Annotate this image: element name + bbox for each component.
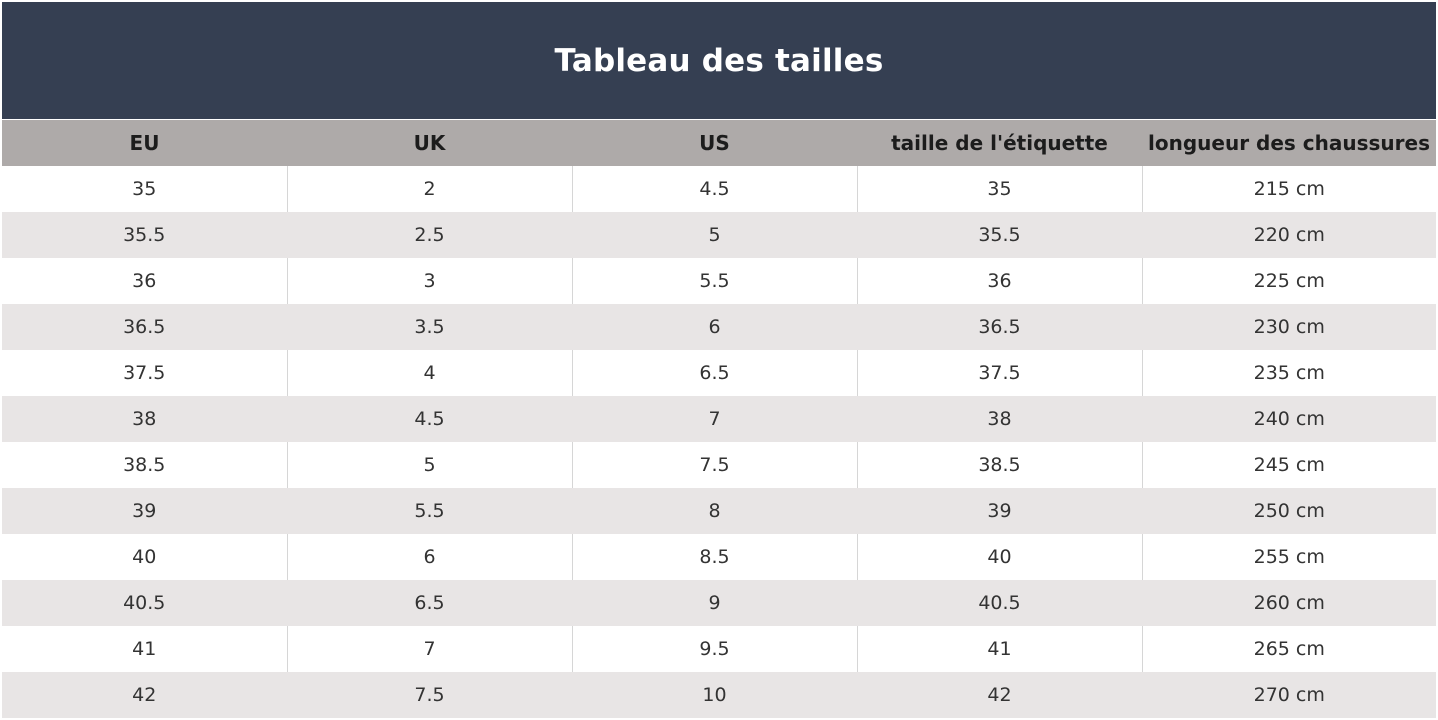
table-row: 40.5 6.5 9 40.5 260 cm <box>2 580 1436 626</box>
cell-eu: 42 <box>2 672 288 718</box>
cell-uk: 4.5 <box>287 396 573 442</box>
cell-us: 6.5 <box>572 350 858 396</box>
cell-eu: 38 <box>2 396 288 442</box>
cell-uk: 6.5 <box>287 580 573 626</box>
cell-shoe-length: 235 cm <box>1142 350 1436 396</box>
cell-shoe-length: 225 cm <box>1142 258 1436 304</box>
cell-label-size: 40 <box>857 534 1143 580</box>
cell-label-size: 42 <box>857 672 1143 718</box>
cell-uk: 7 <box>287 626 573 672</box>
cell-eu: 39 <box>2 488 288 534</box>
cell-us: 10 <box>572 672 858 718</box>
table-row: 35.5 2.5 5 35.5 220 cm <box>2 212 1436 258</box>
cell-shoe-length: 215 cm <box>1142 166 1436 212</box>
cell-eu: 35.5 <box>2 212 288 258</box>
cell-uk: 3 <box>287 258 573 304</box>
cell-uk: 5 <box>287 442 573 488</box>
table-row: 38 4.5 7 38 240 cm <box>2 396 1436 442</box>
table-row: 42 7.5 10 42 270 cm <box>2 672 1436 718</box>
cell-label-size: 35 <box>857 166 1143 212</box>
cell-shoe-length: 220 cm <box>1142 212 1436 258</box>
cell-us: 5 <box>572 212 858 258</box>
cell-label-size: 41 <box>857 626 1143 672</box>
cell-us: 9.5 <box>572 626 858 672</box>
cell-shoe-length: 240 cm <box>1142 396 1436 442</box>
cell-shoe-length: 250 cm <box>1142 488 1436 534</box>
header-row: EU UK US taille de l'étiquette longueur … <box>2 120 1436 166</box>
cell-eu: 36 <box>2 258 288 304</box>
table-row: 35 2 4.5 35 215 cm <box>2 166 1436 212</box>
cell-label-size: 36.5 <box>857 304 1143 350</box>
cell-us: 7 <box>572 396 858 442</box>
table-row: 36 3 5.5 36 225 cm <box>2 258 1436 304</box>
cell-label-size: 36 <box>857 258 1143 304</box>
size-table: EU UK US taille de l'étiquette longueur … <box>2 120 1436 718</box>
cell-eu: 38.5 <box>2 442 288 488</box>
cell-label-size: 38 <box>857 396 1143 442</box>
table-row: 37.5 4 6.5 37.5 235 cm <box>2 350 1436 396</box>
cell-uk: 3.5 <box>287 304 573 350</box>
cell-shoe-length: 260 cm <box>1142 580 1436 626</box>
cell-eu: 35 <box>2 166 288 212</box>
column-header-label-size: taille de l'étiquette <box>857 120 1142 166</box>
table-row: 39 5.5 8 39 250 cm <box>2 488 1436 534</box>
cell-shoe-length: 270 cm <box>1142 672 1436 718</box>
cell-uk: 4 <box>287 350 573 396</box>
cell-shoe-length: 230 cm <box>1142 304 1436 350</box>
table-row: 40 6 8.5 40 255 cm <box>2 534 1436 580</box>
page-title: Tableau des tailles <box>554 42 884 79</box>
cell-label-size: 35.5 <box>857 212 1143 258</box>
cell-eu: 41 <box>2 626 288 672</box>
cell-shoe-length: 245 cm <box>1142 442 1436 488</box>
cell-eu: 40 <box>2 534 288 580</box>
table-row: 36.5 3.5 6 36.5 230 cm <box>2 304 1436 350</box>
cell-eu: 36.5 <box>2 304 288 350</box>
cell-us: 4.5 <box>572 166 858 212</box>
table-row: 38.5 5 7.5 38.5 245 cm <box>2 442 1436 488</box>
cell-us: 8.5 <box>572 534 858 580</box>
cell-label-size: 40.5 <box>857 580 1143 626</box>
cell-uk: 2 <box>287 166 573 212</box>
cell-label-size: 39 <box>857 488 1143 534</box>
cell-uk: 6 <box>287 534 573 580</box>
cell-eu: 40.5 <box>2 580 288 626</box>
column-header-shoe-length: longueur des chaussures <box>1142 120 1436 166</box>
column-header-us: US <box>572 120 857 166</box>
cell-us: 9 <box>572 580 858 626</box>
cell-us: 5.5 <box>572 258 858 304</box>
cell-shoe-length: 265 cm <box>1142 626 1436 672</box>
column-header-uk: UK <box>287 120 572 166</box>
cell-uk: 5.5 <box>287 488 573 534</box>
cell-uk: 7.5 <box>287 672 573 718</box>
table-row: 41 7 9.5 41 265 cm <box>2 626 1436 672</box>
cell-uk: 2.5 <box>287 212 573 258</box>
title-banner: Tableau des tailles <box>2 2 1436 119</box>
cell-shoe-length: 255 cm <box>1142 534 1436 580</box>
cell-label-size: 38.5 <box>857 442 1143 488</box>
cell-us: 8 <box>572 488 858 534</box>
cell-us: 7.5 <box>572 442 858 488</box>
cell-us: 6 <box>572 304 858 350</box>
cell-eu: 37.5 <box>2 350 288 396</box>
cell-label-size: 37.5 <box>857 350 1143 396</box>
column-header-eu: EU <box>2 120 287 166</box>
